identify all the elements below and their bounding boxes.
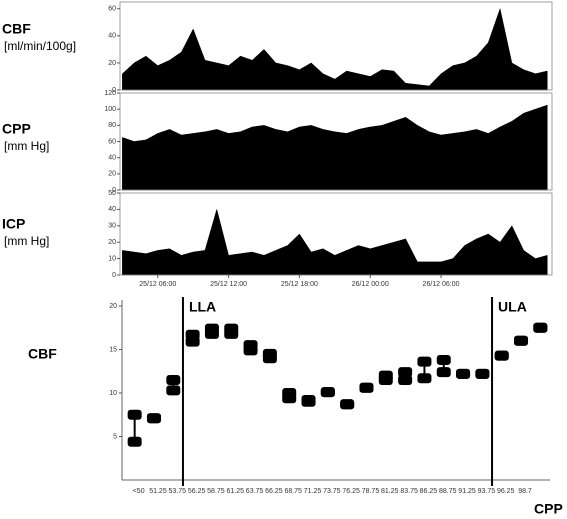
x-tick-label: 71.25: [304, 488, 322, 495]
x-tick-label: 68.75: [284, 488, 302, 495]
y-tick-label: 120: [104, 90, 116, 97]
x-tick-label: 25/12 12:00: [210, 281, 247, 288]
y-tick-label: 10: [109, 390, 117, 397]
range-box: [320, 387, 335, 398]
signal-area: [122, 208, 548, 276]
y-tick-label: 100: [104, 106, 116, 113]
x-tick-label: 63.75: [246, 488, 264, 495]
range-box: [166, 385, 181, 396]
y-tick-label: 20: [108, 171, 116, 178]
y-tick-label: 50: [108, 190, 116, 197]
x-tick-label: 76.25: [342, 488, 360, 495]
range-box: [436, 367, 451, 378]
y-tick-label: 60: [108, 6, 116, 13]
x-tick-label: 88.75: [439, 488, 457, 495]
range-box: [243, 340, 258, 351]
x-tick-label: 91.25: [458, 488, 476, 495]
x-tick-label: 66.25: [265, 488, 283, 495]
x-tick-label: <50: [133, 488, 145, 495]
panel-frame: [119, 1, 553, 91]
range-box: [417, 356, 432, 367]
panel-label: CBF: [2, 21, 31, 37]
x-tick-label: 93.75: [478, 488, 496, 495]
range-box: [475, 368, 490, 379]
y-axis-label: CBF: [28, 346, 57, 362]
range-box: [301, 394, 316, 405]
y-tick-label: 40: [108, 206, 116, 213]
panel-unit: [ml/min/100g]: [4, 39, 76, 53]
x-tick-label: 61.25: [226, 488, 244, 495]
y-tick-label: 20: [108, 60, 116, 67]
range-box: [533, 322, 548, 333]
y-tick-label: 60: [108, 138, 116, 145]
limit-label: LLA: [189, 299, 216, 315]
x-tick-label: 86.25: [420, 488, 438, 495]
panel-label: CPP: [2, 121, 31, 137]
x-tick-label: 26/12 06:00: [423, 281, 460, 288]
panel-label: ICP: [2, 216, 25, 232]
range-box: [146, 413, 161, 424]
range-box: [262, 348, 277, 359]
range-box: [340, 399, 355, 410]
x-tick-label: 25/12 18:00: [281, 281, 318, 288]
y-tick-label: 0: [112, 187, 116, 194]
y-tick-label: 0: [112, 87, 116, 94]
range-box: [494, 350, 509, 361]
range-box: [378, 370, 393, 381]
x-tick-label: 81.25: [381, 488, 399, 495]
signal-area: [122, 7, 548, 91]
x-tick-label: 51.25: [149, 488, 167, 495]
range-box: [224, 323, 239, 334]
y-tick-label: 20: [108, 239, 116, 246]
range-box: [127, 409, 142, 420]
x-tick-label: 73.75: [323, 488, 341, 495]
panel-unit: [mm Hg]: [4, 234, 49, 248]
range-box: [417, 373, 432, 384]
panel-unit: [mm Hg]: [4, 139, 49, 153]
range-box: [436, 354, 451, 365]
range-box: [127, 436, 142, 447]
x-tick-label: 26/12 00:00: [352, 281, 389, 288]
x-tick-label: 58.75: [207, 488, 225, 495]
y-tick-label: 80: [108, 122, 116, 129]
y-tick-label: 5: [113, 433, 117, 440]
x-tick-label: 96.25: [497, 488, 515, 495]
panel-frame: [119, 192, 553, 276]
x-tick-label: 56.25: [188, 488, 206, 495]
y-tick-label: 30: [108, 223, 116, 230]
range-box: [398, 367, 413, 378]
x-tick-label: 98.7: [518, 488, 532, 495]
range-box: [359, 382, 374, 393]
y-tick-label: 40: [108, 155, 116, 162]
range-box: [456, 368, 471, 379]
x-tick-label: 83.75: [400, 488, 418, 495]
range-box: [185, 329, 200, 340]
y-tick-label: 20: [109, 303, 117, 310]
range-box: [166, 374, 181, 385]
x-tick-label: 25/12 06:00: [139, 281, 176, 288]
range-box: [282, 388, 297, 398]
x-tick-label: 78.75: [362, 488, 380, 495]
x-axis-label: CPP: [534, 501, 563, 517]
y-tick-label: 10: [108, 255, 116, 262]
y-tick-label: 0: [112, 272, 116, 279]
range-box: [514, 335, 529, 346]
range-box: [398, 374, 413, 385]
limit-label: ULA: [498, 299, 527, 315]
x-tick-label: 53.75: [169, 488, 187, 495]
y-tick-label: 15: [109, 346, 117, 353]
signal-area: [122, 104, 548, 191]
y-tick-label: 40: [108, 33, 116, 40]
range-box: [204, 323, 219, 334]
